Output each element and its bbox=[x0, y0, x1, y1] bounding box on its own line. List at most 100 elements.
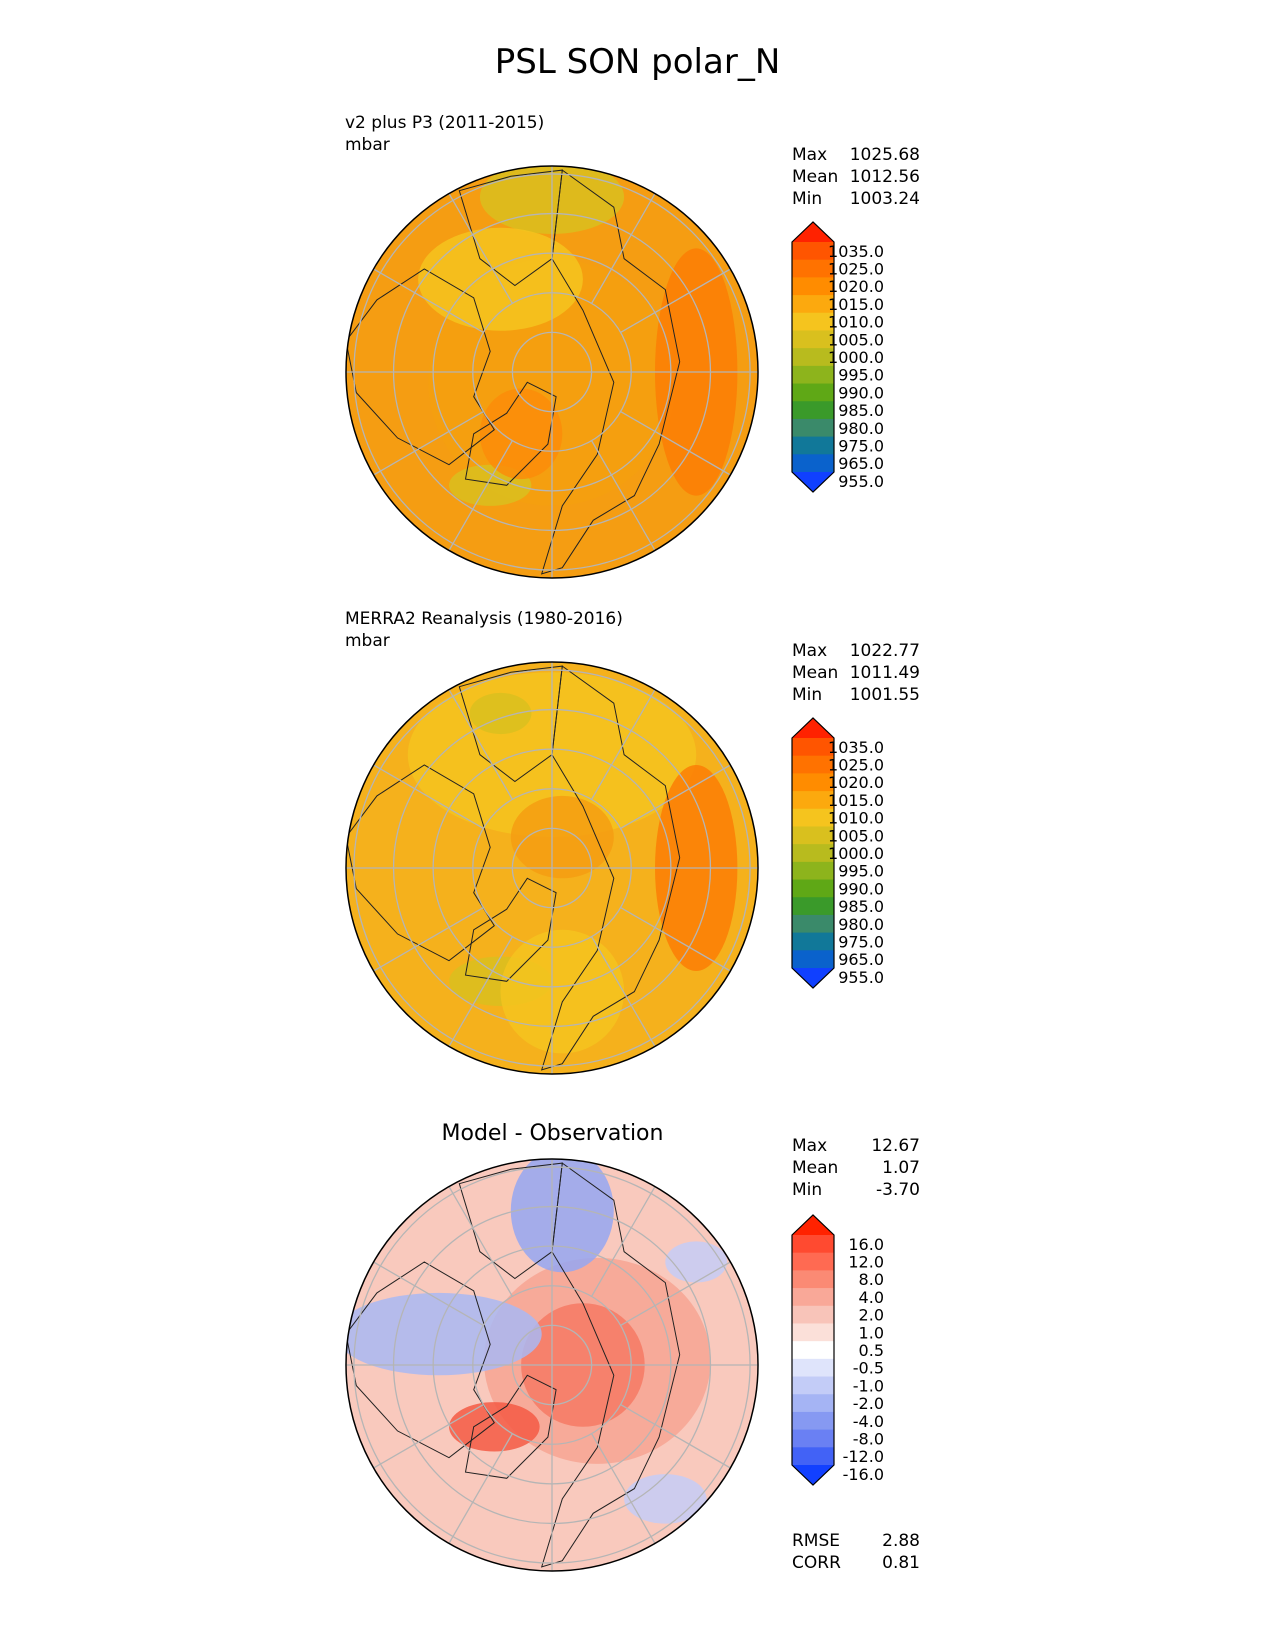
stat-min-value: 1001.55 bbox=[849, 685, 920, 705]
colorbar-tick-label: 980.0 bbox=[838, 915, 884, 934]
colorbar-tick-label: 1025.0 bbox=[828, 260, 884, 279]
panel-ref-label: MERRA2 Reanalysis (1980-2016) bbox=[345, 609, 623, 629]
colorbar-segment bbox=[792, 755, 834, 774]
stat-max-value: 1022.77 bbox=[849, 641, 920, 661]
colorbar-tick-label: 1035.0 bbox=[828, 242, 884, 261]
colorbar-segment bbox=[792, 295, 834, 314]
colorbar-tick-label: 995.0 bbox=[838, 862, 884, 881]
meridian-line bbox=[620, 907, 731, 972]
stat-mean-value: 1.07 bbox=[882, 1158, 920, 1178]
map-boundary bbox=[345, 661, 759, 1075]
colorbar-tick-label: 1005.0 bbox=[828, 330, 884, 349]
field-contour bbox=[500, 929, 625, 1054]
colorbar-segment bbox=[792, 844, 834, 863]
colorbar-tick-label: 1015.0 bbox=[828, 791, 884, 810]
colorbar-tick-label: 985.0 bbox=[838, 401, 884, 420]
meridian-line bbox=[448, 1433, 513, 1544]
panel-ref-stats: Max 1022.77 Mean 1011.49 Min 1001.55 bbox=[792, 640, 920, 706]
colorbar-tick-label: 1020.0 bbox=[828, 277, 884, 296]
panel-test-stats: Max 1025.68 Mean 1012.56 Min 1003.24 bbox=[792, 144, 920, 210]
colorbar-segment bbox=[792, 738, 834, 757]
meridian-line bbox=[620, 411, 731, 476]
metric-rmse-value: 2.88 bbox=[882, 1531, 920, 1551]
meridian-line bbox=[591, 1433, 656, 1544]
meridian-line bbox=[373, 1404, 484, 1469]
colorbar-tick-label: 0.5 bbox=[859, 1341, 884, 1360]
coastline bbox=[540, 169, 681, 575]
colorbar-test: 1035.01025.01020.01015.01010.01005.01000… bbox=[791, 221, 884, 493]
field-contour bbox=[346, 1292, 542, 1376]
colorbar-segment bbox=[792, 348, 834, 367]
coastline bbox=[464, 381, 557, 486]
coastline bbox=[346, 1261, 495, 1459]
panel-test-units: mbar bbox=[345, 135, 390, 155]
coastline bbox=[464, 1374, 557, 1479]
stat-min-value: 1003.24 bbox=[849, 189, 920, 209]
coastline bbox=[346, 764, 495, 962]
colorbar-tick-label: 985.0 bbox=[838, 897, 884, 916]
meridian-line bbox=[373, 1261, 484, 1326]
colorbar-segment bbox=[792, 950, 834, 969]
colorbar-tick-label: 8.0 bbox=[859, 1270, 884, 1289]
colorbar-segment bbox=[792, 436, 834, 455]
coastline bbox=[464, 877, 557, 982]
stat-mean-label: Mean bbox=[792, 663, 839, 683]
polar-map-ref bbox=[345, 661, 759, 1075]
colorbar-segment bbox=[792, 312, 834, 331]
field-contour bbox=[479, 388, 563, 480]
colorbar-tick-label: 4.0 bbox=[859, 1288, 884, 1307]
metric-corr-label: CORR bbox=[792, 1553, 841, 1573]
colorbar-segment bbox=[792, 1252, 834, 1271]
panel-diff-stats: Max 12.67 Mean 1.07 Min -3.70 bbox=[792, 1135, 920, 1201]
colorbar-segment bbox=[792, 1429, 834, 1448]
colorbar-segment bbox=[792, 1270, 834, 1289]
colorbar-tick-label: 955.0 bbox=[838, 472, 884, 491]
colorbar-tick-label: -16.0 bbox=[843, 1465, 884, 1484]
meridian-line bbox=[591, 936, 656, 1047]
colorbar-ref: 1035.01025.01020.01015.01010.01005.01000… bbox=[791, 717, 884, 989]
stat-min-label: Min bbox=[792, 189, 823, 209]
colorbar-extend-top bbox=[792, 1215, 834, 1235]
colorbar-extend-bottom bbox=[792, 472, 834, 492]
meridian-line bbox=[448, 936, 513, 1047]
colorbar-segment bbox=[792, 1235, 834, 1254]
colorbar-segment bbox=[792, 1394, 834, 1413]
colorbar-tick-label: 990.0 bbox=[838, 383, 884, 402]
meridian-line bbox=[591, 1186, 656, 1297]
meridian-line bbox=[591, 193, 656, 304]
stat-max-label: Max bbox=[792, 1136, 828, 1156]
colorbar-segment bbox=[792, 454, 834, 473]
meridian-line bbox=[448, 1186, 513, 1297]
colorbar-segment bbox=[792, 1341, 834, 1360]
colorbar-tick-label: 965.0 bbox=[838, 950, 884, 969]
colorbar-segment bbox=[792, 383, 834, 402]
stat-mean-label: Mean bbox=[792, 1158, 839, 1178]
colorbar-tick-label: 1005.0 bbox=[828, 826, 884, 845]
colorbar-segment bbox=[792, 1447, 834, 1466]
colorbar-tick-label: 965.0 bbox=[838, 454, 884, 473]
colorbar-segment bbox=[792, 365, 834, 385]
colorbar-segment bbox=[792, 773, 834, 792]
colorbar-extend-bottom bbox=[792, 968, 834, 988]
colorbar-segment bbox=[792, 914, 834, 934]
stat-max-value: 12.67 bbox=[871, 1136, 920, 1156]
coastline bbox=[540, 1162, 681, 1568]
colorbar-segment bbox=[792, 1358, 834, 1378]
colorbar-segment bbox=[792, 259, 834, 278]
colorbar-tick-label: 1010.0 bbox=[828, 809, 884, 828]
colorbar-tick-label: -12.0 bbox=[843, 1447, 884, 1466]
meridian-line bbox=[448, 440, 513, 551]
panel-diff-metrics: RMSE 2.88 CORR 0.81 bbox=[792, 1530, 920, 1574]
coastline bbox=[540, 665, 681, 1071]
stat-max-value: 1025.68 bbox=[849, 145, 920, 165]
stat-mean-label: Mean bbox=[792, 167, 839, 187]
colorbar-segment bbox=[792, 1288, 834, 1307]
colorbar-segment bbox=[792, 1376, 834, 1395]
field-contour bbox=[510, 1159, 614, 1273]
field-contour bbox=[665, 1241, 728, 1283]
colorbar-segment bbox=[792, 826, 834, 845]
stat-min-value: -3.70 bbox=[876, 1180, 920, 1200]
panel-diff-title: Model - Observation bbox=[441, 1121, 664, 1146]
figure-title: PSL SON polar_N bbox=[494, 42, 781, 82]
